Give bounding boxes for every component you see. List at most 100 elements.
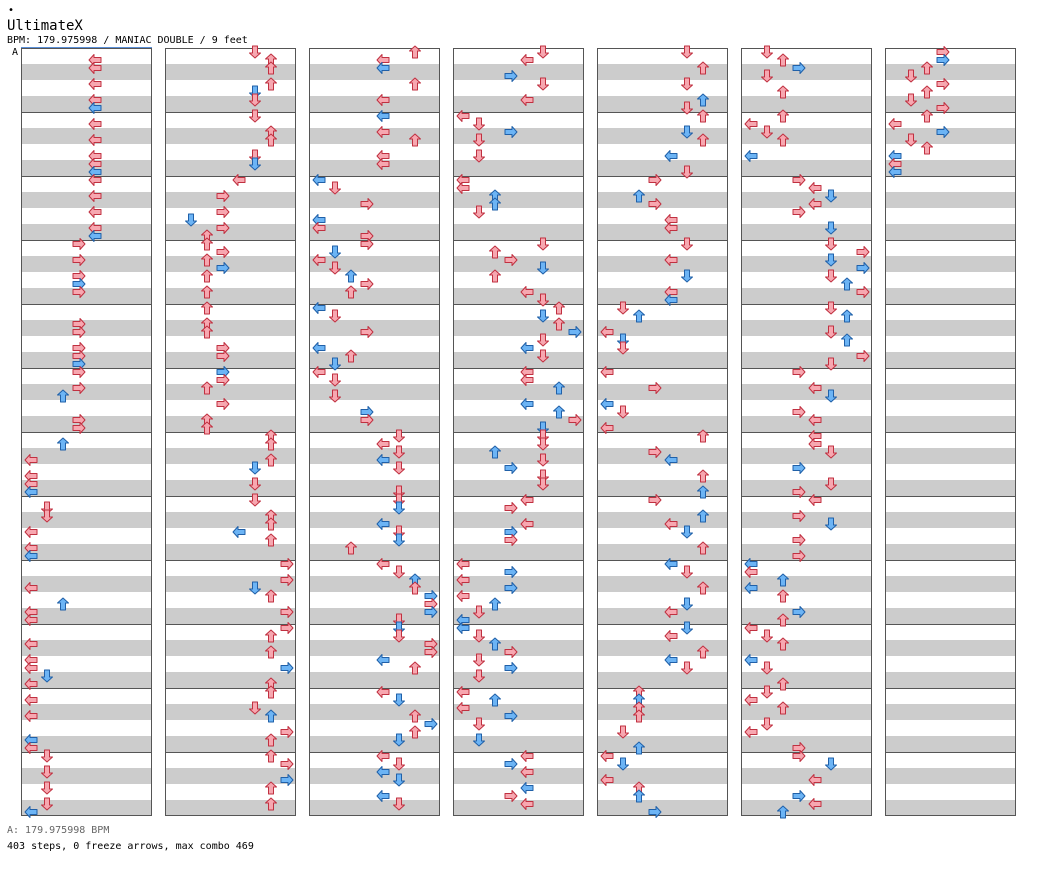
header-dot: •: [8, 5, 15, 16]
arrow-icon-right-R: [280, 726, 294, 738]
arrow-icon-left-D: [473, 605, 485, 619]
beat-row-shade: [21, 736, 152, 744]
beat-row-shade: [165, 288, 296, 296]
beat-row-shade: [597, 576, 728, 584]
beat-row-shade: [885, 488, 1016, 496]
beat-row-shade: [21, 680, 152, 688]
beat-row-shade: [597, 704, 728, 712]
arrow-icon-left-L: [744, 726, 758, 738]
beat-row-shade: [21, 416, 152, 424]
arrow-icon-right-D: [825, 517, 837, 531]
beat-row-shade: [309, 488, 440, 496]
arrow-icon-left-D: [761, 661, 773, 675]
beat-row-shade: [741, 384, 872, 392]
arrow-icon-right-D: [681, 165, 693, 179]
arrow-icon-left-L: [744, 622, 758, 634]
arrow-icon-left-U: [633, 309, 645, 323]
beat-row-shade: [165, 800, 296, 808]
beat-row-shade: [885, 704, 1016, 712]
arrow-icon-right-U: [265, 133, 277, 147]
arrow-icon-left-U: [201, 237, 213, 251]
arrow-icon-left-U: [777, 589, 789, 603]
arrow-icon-left-R: [216, 246, 230, 258]
beat-row-shade: [165, 160, 296, 168]
arrow-icon-left-L: [24, 662, 38, 674]
beat-row-shade: [741, 608, 872, 616]
beat-row-shade: [597, 416, 728, 424]
arrow-icon-left-U: [777, 613, 789, 627]
arrow-icon-left-U: [489, 269, 501, 283]
beat-row-shade: [597, 584, 728, 592]
arrow-icon-left-L: [312, 366, 326, 378]
beat-row-shade: [165, 104, 296, 112]
beat-row-shade: [453, 168, 584, 176]
beat-row-shade: [597, 384, 728, 392]
arrow-icon-right-L: [808, 774, 822, 786]
beat-row-shade: [309, 200, 440, 208]
chart-info: BPM: 179.975998 / MANIAC DOUBLE / 9 feet: [7, 35, 248, 46]
beat-row-shade: [885, 232, 1016, 240]
arrow-icon-right-R: [280, 774, 294, 786]
beat-row-shade: [309, 64, 440, 72]
chart-column: [741, 48, 872, 816]
arrow-icon-left-R: [504, 70, 518, 82]
arrow-icon-right-R: [568, 414, 582, 426]
arrow-icon-right-D: [681, 125, 693, 139]
arrow-icon-left-L: [24, 678, 38, 690]
beat-row-shade: [21, 168, 152, 176]
arrow-icon-right-D: [681, 101, 693, 115]
arrow-icon-right-U: [841, 309, 853, 323]
arrow-icon-left-R: [72, 326, 86, 338]
arrow-icon-left-R: [648, 806, 662, 818]
arrow-icon-left-U: [921, 85, 933, 99]
arrow-icon-right-D: [393, 461, 405, 475]
beat-row-shade: [453, 616, 584, 624]
arrow-icon-right-D: [681, 77, 693, 91]
beat-row-shade: [165, 72, 296, 80]
arrow-icon-right-L: [88, 230, 102, 242]
beat-row-shade: [309, 800, 440, 808]
arrow-icon-left-U: [777, 85, 789, 99]
arrow-icon-right-L: [520, 518, 534, 530]
arrow-icon-left-L: [312, 302, 326, 314]
arrow-icon-left-D: [617, 341, 629, 355]
beat-row-shade: [453, 712, 584, 720]
arrow-icon-left-L: [456, 182, 470, 194]
beat-row-shade: [165, 232, 296, 240]
arrow-icon-right-U: [409, 77, 421, 91]
beat-row-shade: [885, 448, 1016, 456]
beat-row-shade: [453, 352, 584, 360]
arrow-icon-right-R: [424, 598, 438, 610]
beat-row-shade: [597, 328, 728, 336]
arrow-icon-left-D: [761, 685, 773, 699]
arrow-icon-left-D: [617, 725, 629, 739]
beat-row-shade: [165, 320, 296, 328]
beat-row-shade: [597, 672, 728, 680]
beat-row-shade: [597, 608, 728, 616]
beat-row-shade: [885, 552, 1016, 560]
arrow-icon-right-U: [697, 645, 709, 659]
beat-row-shade: [165, 352, 296, 360]
arrow-icon-left-L: [744, 566, 758, 578]
beat-row-shade: [309, 672, 440, 680]
column-border: [165, 48, 296, 816]
arrow-icon-right-L: [664, 654, 678, 666]
arrow-icon-right-D: [537, 261, 549, 275]
arrow-icon-left-U: [921, 61, 933, 75]
beat-row-shade: [453, 584, 584, 592]
beat-row-shade: [453, 136, 584, 144]
arrow-icon-left-R: [936, 102, 950, 114]
beat-row-shade: [165, 776, 296, 784]
arrow-icon-left-U: [57, 389, 69, 403]
arrow-icon-right-L: [88, 54, 102, 66]
beat-row-shade: [309, 360, 440, 368]
arrow-icon-right-U: [265, 61, 277, 75]
beat-row-shade: [597, 448, 728, 456]
arrow-icon-left-U: [489, 197, 501, 211]
arrow-icon-left-R: [216, 398, 230, 410]
beat-row-shade: [21, 328, 152, 336]
arrow-icon-right-R: [280, 758, 294, 770]
arrow-icon-left-U: [777, 53, 789, 67]
arrow-icon-left-R: [792, 62, 806, 74]
arrow-icon-left-D: [905, 93, 917, 107]
